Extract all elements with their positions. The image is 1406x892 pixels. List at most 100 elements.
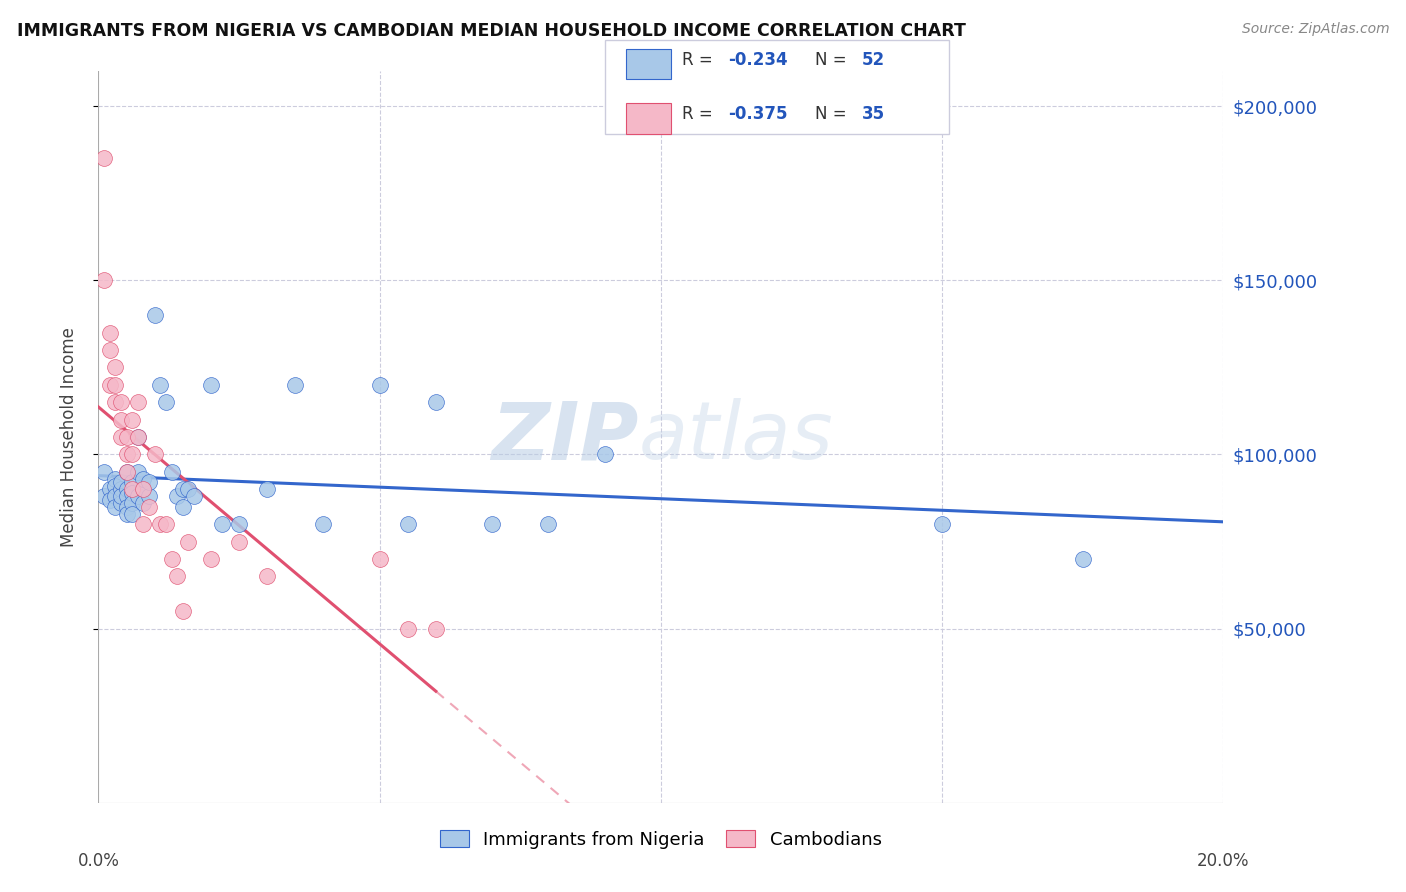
Point xyxy=(931,517,953,532)
Point xyxy=(228,534,250,549)
Point xyxy=(200,377,222,392)
Text: N =: N = xyxy=(815,51,852,69)
Point xyxy=(256,483,278,497)
Point xyxy=(127,465,149,479)
Point xyxy=(104,472,127,486)
Point xyxy=(98,483,121,497)
Point xyxy=(537,517,560,532)
Point xyxy=(425,622,447,636)
Point xyxy=(127,395,149,409)
Text: R =: R = xyxy=(682,51,718,69)
Point xyxy=(115,500,138,514)
Point xyxy=(1071,552,1094,566)
Point xyxy=(211,517,233,532)
Point xyxy=(177,534,200,549)
Point xyxy=(368,377,391,392)
Point xyxy=(160,552,183,566)
Point xyxy=(115,448,138,462)
Text: 52: 52 xyxy=(862,51,884,69)
Point xyxy=(284,377,307,392)
Text: ZIP: ZIP xyxy=(491,398,638,476)
Text: 0.0%: 0.0% xyxy=(77,852,120,870)
Point xyxy=(121,448,143,462)
Point xyxy=(121,412,143,426)
Point xyxy=(115,489,138,503)
Point xyxy=(228,517,250,532)
Point xyxy=(149,517,172,532)
Legend: Immigrants from Nigeria, Cambodians: Immigrants from Nigeria, Cambodians xyxy=(433,822,889,856)
Point xyxy=(172,500,194,514)
Text: 35: 35 xyxy=(862,105,884,123)
Point xyxy=(110,475,132,490)
Point xyxy=(98,492,121,507)
Point xyxy=(104,500,127,514)
Point xyxy=(110,496,132,510)
Text: 20.0%: 20.0% xyxy=(1197,852,1250,870)
Point xyxy=(98,326,121,340)
Point xyxy=(312,517,335,532)
Point xyxy=(93,152,115,166)
Point xyxy=(256,569,278,583)
Point xyxy=(104,479,127,493)
Point xyxy=(104,377,127,392)
Text: R =: R = xyxy=(682,105,718,123)
Text: atlas: atlas xyxy=(638,398,834,476)
Point xyxy=(132,517,155,532)
Point xyxy=(132,483,155,497)
Point xyxy=(132,472,155,486)
Point xyxy=(368,552,391,566)
Point xyxy=(166,569,188,583)
Point xyxy=(127,430,149,444)
Point xyxy=(110,412,132,426)
Point xyxy=(110,489,132,503)
Point xyxy=(155,395,177,409)
Point xyxy=(121,485,143,500)
Point xyxy=(166,489,188,503)
Y-axis label: Median Household Income: Median Household Income xyxy=(59,327,77,547)
Point xyxy=(98,343,121,357)
Point xyxy=(121,475,143,490)
Point xyxy=(132,483,155,497)
Point xyxy=(172,483,194,497)
Point xyxy=(93,273,115,287)
Point xyxy=(177,483,200,497)
Point xyxy=(127,430,149,444)
Point xyxy=(115,465,138,479)
Point xyxy=(110,395,132,409)
Point xyxy=(593,448,616,462)
Point xyxy=(121,496,143,510)
Point xyxy=(115,483,138,497)
Point xyxy=(149,377,172,392)
Point xyxy=(93,489,115,503)
Point xyxy=(115,430,138,444)
Point xyxy=(115,465,138,479)
Point xyxy=(110,483,132,497)
Point xyxy=(110,430,132,444)
Text: Source: ZipAtlas.com: Source: ZipAtlas.com xyxy=(1241,22,1389,37)
Point xyxy=(138,500,160,514)
Point xyxy=(396,517,419,532)
Point xyxy=(138,475,160,490)
Point xyxy=(93,465,115,479)
Point xyxy=(138,489,160,503)
Point xyxy=(121,483,143,497)
Text: N =: N = xyxy=(815,105,852,123)
Point xyxy=(396,622,419,636)
Point xyxy=(132,496,155,510)
Point xyxy=(155,517,177,532)
Point xyxy=(160,465,183,479)
Point xyxy=(98,377,121,392)
Point xyxy=(183,489,205,503)
Point xyxy=(104,360,127,375)
Text: IMMIGRANTS FROM NIGERIA VS CAMBODIAN MEDIAN HOUSEHOLD INCOME CORRELATION CHART: IMMIGRANTS FROM NIGERIA VS CAMBODIAN MED… xyxy=(17,22,966,40)
Point xyxy=(104,395,127,409)
Text: -0.234: -0.234 xyxy=(728,51,787,69)
Point xyxy=(143,448,166,462)
Point xyxy=(481,517,503,532)
Point xyxy=(143,308,166,322)
Point xyxy=(104,489,127,503)
Point xyxy=(127,489,149,503)
Point xyxy=(425,395,447,409)
Point xyxy=(115,507,138,521)
Point xyxy=(200,552,222,566)
